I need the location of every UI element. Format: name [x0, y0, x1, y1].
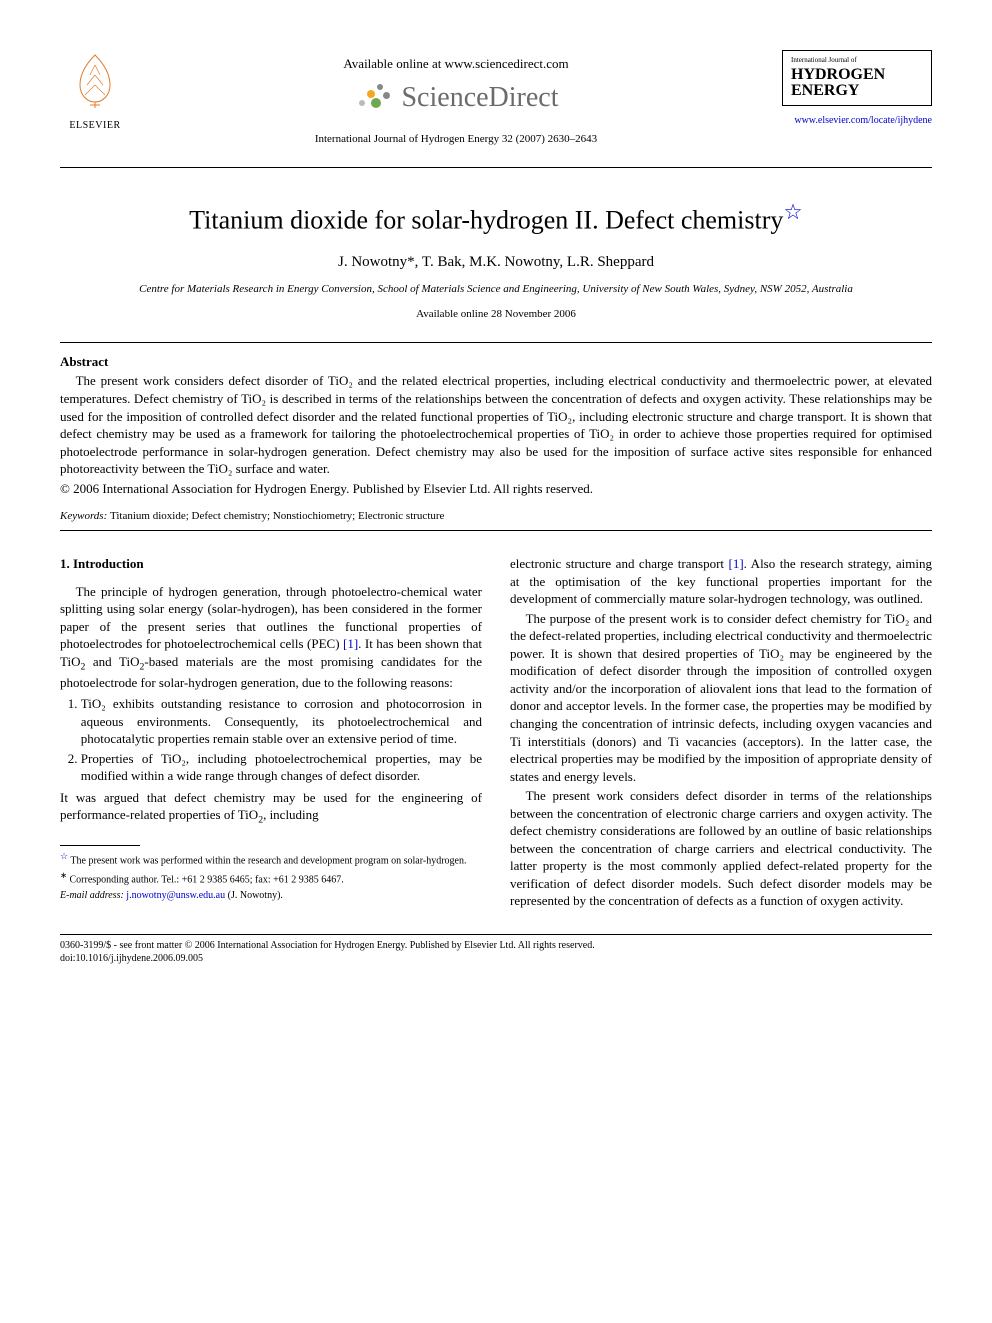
footer-line-2: doi:10.1016/j.ijhydene.2006.09.005 [60, 952, 932, 965]
list-item: TiO₂ exhibits outstanding resistance to … [81, 695, 482, 748]
available-online-text: Available online at www.sciencedirect.co… [130, 55, 782, 73]
footer: 0360-3199/$ - see front matter © 2006 In… [60, 939, 932, 965]
abstract-copyright: © 2006 International Association for Hyd… [60, 480, 932, 498]
elsevier-logo: ELSEVIER [60, 50, 130, 132]
authors-line: J. Nowotny*, T. Bak, M.K. Nowotny, L.R. … [60, 252, 932, 272]
col1-para-2: It was argued that defect chemistry may … [60, 789, 482, 827]
footnote-rule [60, 845, 140, 846]
column-left: 1. Introduction The principle of hydroge… [60, 555, 482, 912]
journal-block: International Journal of HYDROGEN ENERGY… [782, 50, 932, 127]
col2-para-1: electronic structure and charge transpor… [510, 555, 932, 608]
sciencedirect-logo: ScienceDirect [130, 79, 782, 117]
sciencedirect-text: ScienceDirect [401, 79, 558, 117]
section-1-heading: 1. Introduction [60, 555, 482, 573]
footnote-star-text: The present work was performed within th… [70, 855, 466, 866]
abstract-bottom-divider [60, 530, 932, 531]
keywords-label: Keywords: [60, 510, 107, 522]
footnote-email: E-mail address: j.nowotny@unsw.edu.au (J… [60, 889, 482, 903]
col1-para-1: The principle of hydrogen generation, th… [60, 583, 482, 691]
journal-big-1: HYDROGEN [791, 67, 923, 83]
col2-para-3: The present work considers defect disord… [510, 787, 932, 910]
abstract-top-divider [60, 342, 932, 343]
body-columns: 1. Introduction The principle of hydroge… [60, 555, 932, 912]
keywords-line: Keywords: Titanium dioxide; Defect chemi… [60, 509, 932, 524]
email-link[interactable]: j.nowotny@unsw.edu.au [126, 890, 225, 901]
column-right: electronic structure and charge transpor… [510, 555, 932, 912]
footnote-corr-text: Corresponding author. Tel.: +61 2 9385 6… [69, 874, 343, 885]
elsevier-tree-icon [65, 50, 125, 110]
reasons-list: TiO₂ exhibits outstanding resistance to … [60, 695, 482, 785]
journal-cover: International Journal of HYDROGEN ENERGY [782, 50, 932, 106]
list-item: Properties of TiO₂, including photoelect… [81, 750, 482, 785]
journal-big-2: ENERGY [791, 83, 923, 99]
header-divider [60, 167, 932, 168]
title-text: Titanium dioxide for solar-hydrogen II. … [189, 206, 783, 235]
footnote-star-icon: ☆ [60, 851, 68, 861]
ref-link-1b[interactable]: [1] [729, 556, 744, 571]
citation-line: International Journal of Hydrogen Energy… [130, 132, 782, 147]
email-label: E-mail address: [60, 890, 124, 901]
header-center: Available online at www.sciencedirect.co… [130, 50, 782, 147]
title-star-icon: ☆ [783, 200, 802, 224]
abstract-heading: Abstract [60, 353, 932, 371]
col2-para-2: The purpose of the present work is to co… [510, 610, 932, 785]
ref-link-1[interactable]: [1] [343, 636, 358, 651]
footnote-corr: ∗ Corresponding author. Tel.: +61 2 9385… [60, 870, 482, 887]
affiliation: Centre for Materials Research in Energy … [60, 282, 932, 297]
keywords-text: Titanium dioxide; Defect chemistry; Nons… [110, 510, 444, 522]
sciencedirect-dots-icon [353, 82, 393, 112]
footer-line-1: 0360-3199/$ - see front matter © 2006 In… [60, 939, 932, 952]
journal-url-link[interactable]: www.elsevier.com/locate/ijhydene [794, 115, 932, 126]
elsevier-name: ELSEVIER [60, 119, 130, 133]
footnote-asterisk-icon: ∗ [60, 871, 67, 880]
article-title: Titanium dioxide for solar-hydrogen II. … [60, 198, 932, 238]
footnote-star: ☆ The present work was performed within … [60, 850, 482, 868]
available-date: Available online 28 November 2006 [60, 307, 932, 322]
footer-rule [60, 934, 932, 935]
email-suffix: (J. Nowotny). [228, 890, 283, 901]
abstract-text: The present work considers defect disord… [60, 372, 932, 477]
article-header: ELSEVIER Available online at www.science… [60, 50, 932, 147]
journal-small-text: International Journal of [791, 57, 923, 65]
